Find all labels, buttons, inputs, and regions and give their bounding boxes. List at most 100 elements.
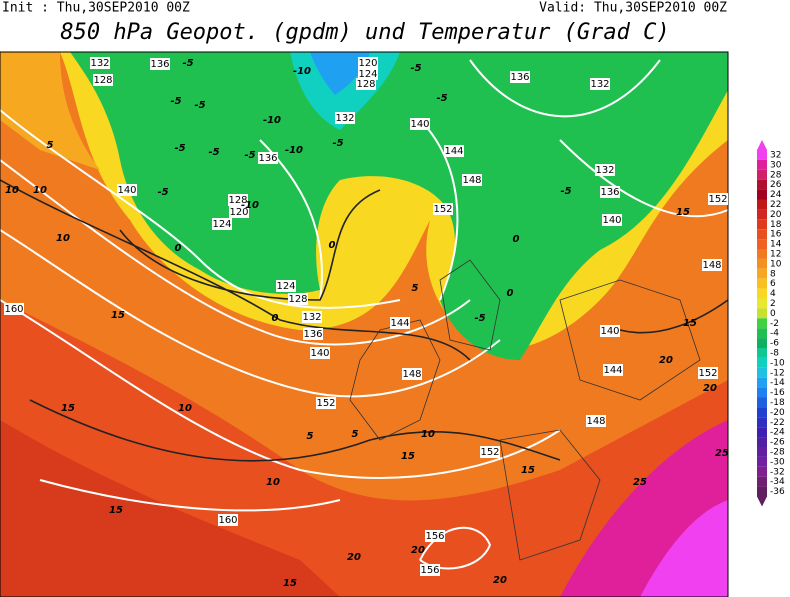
geopotential-label-box — [433, 203, 453, 215]
colorbar-swatch — [757, 407, 767, 418]
temperature-label: -5 — [157, 187, 168, 198]
geopotential-label-box — [480, 446, 500, 458]
geopotential-label: 136 — [150, 59, 169, 70]
geopotential-label: 160 — [218, 515, 237, 526]
colorbar-swatch — [757, 447, 767, 457]
geopotential-label: 144 — [390, 318, 409, 329]
geopotential-label-box — [702, 259, 722, 271]
temperature-label: 5 — [412, 283, 419, 294]
temperature-label: 10 — [266, 477, 280, 488]
geopotential-label-box — [600, 325, 620, 337]
geopotential-label-box — [462, 174, 482, 186]
geopotential-label-box — [586, 415, 606, 427]
colorbar-swatch — [757, 268, 767, 279]
colorbar-label: -24 — [770, 428, 785, 438]
temperature-label: -5 — [208, 147, 219, 158]
geopotential-label-box — [316, 397, 336, 409]
colorbar-swatch — [757, 437, 767, 447]
geopotential-label: 136 — [258, 153, 277, 164]
temperature-label: 20 — [703, 383, 717, 394]
colorbar-label: 26 — [770, 180, 782, 190]
geopotential-label: 140 — [602, 215, 621, 226]
temperature-label: 10 — [178, 403, 192, 414]
geopotential-label: 140 — [117, 185, 136, 196]
colorbar-swatch — [757, 239, 767, 249]
colorbar-swatch — [757, 150, 767, 160]
temperature-label: 20 — [659, 355, 673, 366]
geopotential-label-box — [444, 145, 464, 157]
temperature-label: 25 — [715, 448, 729, 459]
geopotential-label: 148 — [586, 416, 605, 427]
colorbar-swatch — [757, 466, 767, 477]
geopotential-label: 132 — [90, 58, 109, 69]
colorbar-swatch — [757, 308, 767, 319]
geopotential-label-box — [402, 368, 422, 380]
colorbar-label: 20 — [770, 210, 782, 220]
colorbar-swatch — [757, 169, 767, 180]
colorbar-label: -20 — [770, 408, 785, 418]
geopotential-label-box — [590, 78, 610, 90]
geopotential-label-box — [150, 58, 170, 70]
colorbar-label: 4 — [770, 289, 776, 299]
colorbar-label: -30 — [770, 457, 785, 467]
colorbar-arrow-top — [757, 140, 767, 150]
colorbar-swatch — [757, 417, 767, 428]
geopotential-label: 148 — [402, 369, 421, 380]
geopotential-label: 152 — [708, 194, 727, 205]
colorbar-swatch — [757, 397, 767, 408]
geopotential-label-box — [117, 184, 137, 196]
geopotential-label: 144 — [444, 146, 463, 157]
geopotential-label-box — [600, 186, 620, 198]
temperature-label: 5 — [352, 429, 359, 440]
colorbar-label: 0 — [770, 309, 776, 319]
geopotential-label: 128 — [93, 75, 112, 86]
colorbar-swatch — [757, 456, 767, 467]
temperature-label: 15 — [109, 505, 123, 516]
geopotential-label-box — [603, 364, 623, 376]
colorbar-swatch — [757, 318, 767, 329]
colorbar-label: 6 — [770, 279, 776, 289]
geopotential-label: 120 — [358, 58, 377, 69]
temperature-label: -5 — [182, 58, 193, 69]
geopotential-label-box — [228, 194, 248, 206]
geopotential-label-box — [288, 293, 308, 305]
temperature-label: 15 — [521, 465, 535, 476]
geopotential-label: 140 — [410, 119, 429, 130]
geopotential-label-box — [356, 78, 376, 90]
colorbar-label: -12 — [770, 368, 785, 378]
colorbar-swatch — [757, 179, 767, 190]
geopotential-label-box — [229, 206, 249, 218]
temperature-label: -10 — [285, 145, 303, 156]
colorbar-label: -36 — [770, 487, 785, 497]
geopotential-label-box — [358, 68, 378, 80]
temperature-label: 0 — [507, 288, 514, 299]
temperature-label: 20 — [493, 575, 507, 586]
colorbar-label: -34 — [770, 477, 785, 487]
colorbar-label: -26 — [770, 438, 785, 448]
geopotential-label: 152 — [433, 204, 452, 215]
temperature-label: 15 — [683, 318, 697, 329]
geopotential-label-box — [425, 530, 445, 542]
colorbar-label: 24 — [770, 190, 782, 200]
geopotential-label: 140 — [310, 348, 329, 359]
temperature-label: 15 — [283, 578, 297, 589]
temperature-label: -5 — [560, 186, 571, 197]
temperature-label: 5 — [47, 140, 54, 151]
geopotential-label: 120 — [229, 207, 248, 218]
geopotential-label-box — [93, 74, 113, 86]
geopotential-label-box — [602, 214, 622, 226]
temperature-label: -10 — [241, 200, 259, 211]
geopotential-label: 156 — [425, 531, 444, 542]
colorbar-swatch — [757, 209, 767, 220]
geopotential-label: 136 — [510, 72, 529, 83]
temperature-label: 10 — [56, 233, 70, 244]
geopotential-label-box — [420, 564, 440, 576]
geopotential-label-box — [303, 328, 323, 340]
geopotential-label: 152 — [480, 447, 499, 458]
temperature-label: 5 — [307, 431, 314, 442]
colorbar-swatch — [757, 476, 767, 487]
map-title: 850 hPa Geopot. (gpdm) und Temperatur (G… — [60, 20, 669, 45]
geopotential-label: 148 — [702, 260, 721, 271]
temperature-label: 0 — [329, 240, 336, 251]
